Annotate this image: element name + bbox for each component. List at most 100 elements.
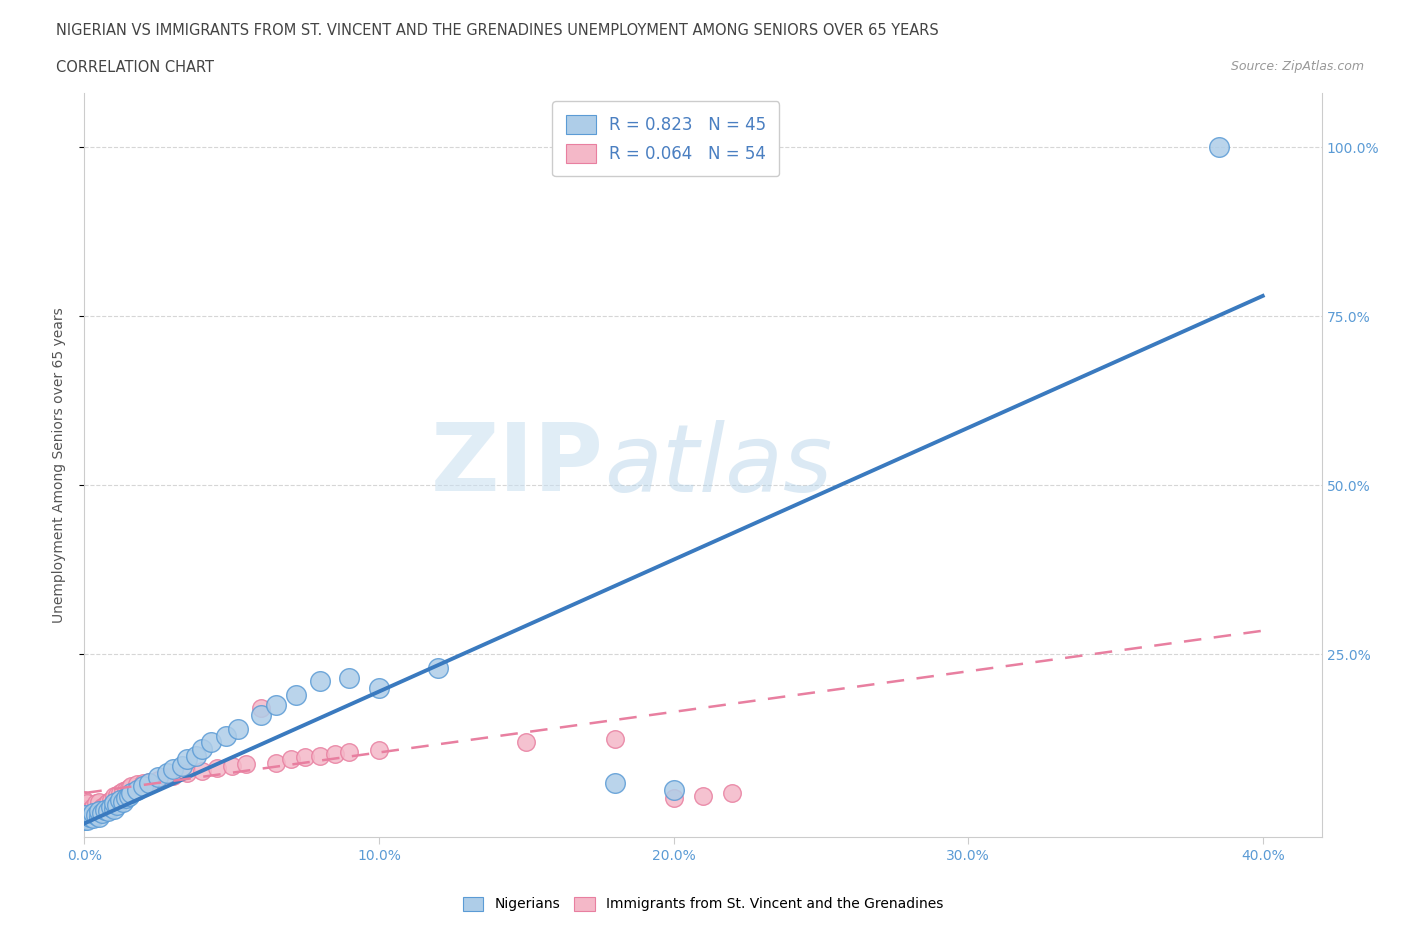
Point xyxy=(156,765,179,780)
Point xyxy=(426,660,449,675)
Point xyxy=(111,794,134,809)
Point xyxy=(156,770,179,785)
Point xyxy=(73,792,96,807)
Point xyxy=(79,803,101,817)
Point xyxy=(76,806,98,821)
Point xyxy=(114,782,136,797)
Point xyxy=(108,792,131,807)
Point xyxy=(76,813,98,828)
Point xyxy=(309,749,332,764)
Point xyxy=(603,732,626,747)
Point xyxy=(82,806,104,821)
Point xyxy=(339,745,361,760)
Point xyxy=(117,781,139,796)
Point xyxy=(235,756,257,771)
Point xyxy=(73,808,96,823)
Point xyxy=(323,747,346,762)
Point xyxy=(368,681,391,696)
Point xyxy=(82,811,104,826)
Point xyxy=(94,797,117,812)
Point xyxy=(603,776,626,790)
Point xyxy=(121,778,143,793)
Point xyxy=(76,796,98,811)
Point xyxy=(87,803,110,817)
Point xyxy=(221,759,243,774)
Text: NIGERIAN VS IMMIGRANTS FROM ST. VINCENT AND THE GRENADINES UNEMPLOYMENT AMONG SE: NIGERIAN VS IMMIGRANTS FROM ST. VINCENT … xyxy=(56,23,939,38)
Point xyxy=(170,759,193,774)
Point xyxy=(117,789,139,804)
Point xyxy=(1208,140,1230,154)
Point xyxy=(73,813,96,828)
Legend: Nigerians, Immigrants from St. Vincent and the Grenadines: Nigerians, Immigrants from St. Vincent a… xyxy=(456,890,950,919)
Point xyxy=(73,801,96,816)
Point xyxy=(515,735,537,750)
Point xyxy=(721,786,744,801)
Point xyxy=(87,794,110,809)
Point xyxy=(662,782,685,797)
Point xyxy=(105,797,128,812)
Y-axis label: Unemployment Among Seniors over 65 years: Unemployment Among Seniors over 65 years xyxy=(52,307,66,623)
Text: Source: ZipAtlas.com: Source: ZipAtlas.com xyxy=(1230,60,1364,73)
Point xyxy=(339,671,361,685)
Point xyxy=(250,708,273,723)
Point xyxy=(105,788,128,803)
Point xyxy=(79,809,101,824)
Point xyxy=(97,794,120,809)
Point xyxy=(97,804,120,818)
Point xyxy=(662,790,685,805)
Point xyxy=(103,796,125,811)
Point xyxy=(121,786,143,801)
Point xyxy=(73,804,96,818)
Point xyxy=(294,750,316,764)
Point xyxy=(73,808,96,823)
Point xyxy=(132,778,155,793)
Text: CORRELATION CHART: CORRELATION CHART xyxy=(56,60,214,75)
Point xyxy=(73,813,96,828)
Point xyxy=(176,751,198,766)
Point xyxy=(103,801,125,816)
Point xyxy=(176,765,198,780)
Point xyxy=(76,801,98,816)
Point xyxy=(191,741,214,756)
Point xyxy=(162,762,184,777)
Point xyxy=(84,796,107,811)
Point xyxy=(264,698,287,712)
Point xyxy=(100,792,122,807)
Point xyxy=(191,764,214,778)
Point xyxy=(146,770,169,785)
Point xyxy=(205,761,228,776)
Point xyxy=(200,735,222,750)
Point xyxy=(91,799,114,814)
Point xyxy=(82,799,104,814)
Point xyxy=(73,811,96,826)
Point xyxy=(73,811,96,826)
Point xyxy=(84,808,107,823)
Point xyxy=(108,786,131,801)
Point xyxy=(114,790,136,805)
Point xyxy=(138,776,160,790)
Point xyxy=(226,722,249,737)
Text: ZIP: ZIP xyxy=(432,419,605,511)
Point xyxy=(132,776,155,790)
Point xyxy=(280,751,302,766)
Point xyxy=(186,749,208,764)
Point xyxy=(285,687,308,702)
Point xyxy=(309,674,332,689)
Point xyxy=(127,777,149,791)
Point xyxy=(87,804,110,818)
Point xyxy=(146,772,169,787)
Point xyxy=(250,701,273,716)
Point xyxy=(103,789,125,804)
Point xyxy=(76,809,98,824)
Point xyxy=(82,806,104,821)
Point xyxy=(264,755,287,770)
Point xyxy=(127,782,149,797)
Point xyxy=(162,769,184,784)
Point xyxy=(91,806,114,821)
Point xyxy=(692,789,714,804)
Text: atlas: atlas xyxy=(605,419,832,511)
Point xyxy=(73,797,96,812)
Point xyxy=(111,784,134,799)
Point xyxy=(87,809,110,824)
Point xyxy=(368,743,391,758)
